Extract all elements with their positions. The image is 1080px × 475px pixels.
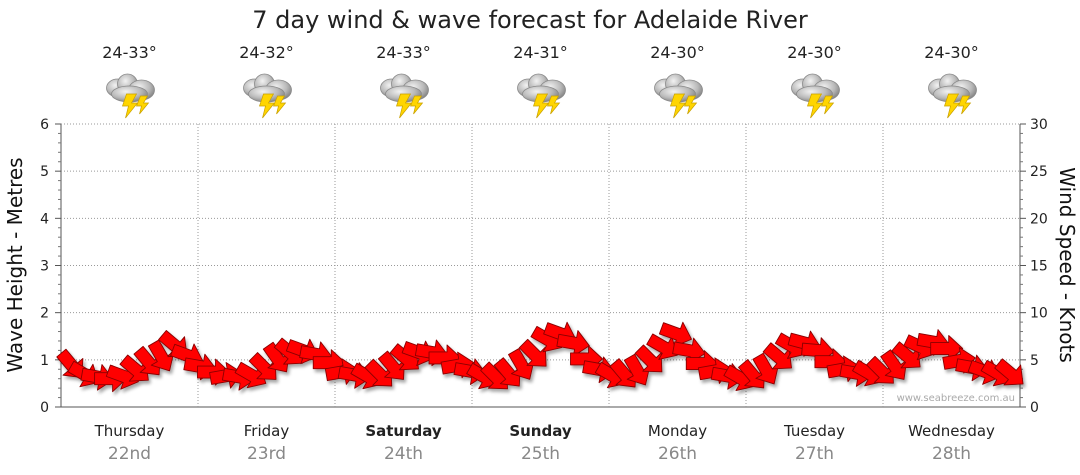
day-name-label: Wednesday bbox=[908, 422, 995, 440]
left-tick-label: 3 bbox=[40, 259, 49, 275]
left-tick-label: 1 bbox=[40, 353, 49, 369]
day-temperature: 24-30° bbox=[650, 43, 705, 62]
wind-arrow bbox=[248, 352, 277, 380]
day-date-label: 25th bbox=[521, 444, 560, 464]
wind-arrow bbox=[262, 341, 290, 373]
wind-arrow bbox=[994, 358, 1024, 386]
left-tick-label: 2 bbox=[40, 306, 49, 322]
wind-arrow bbox=[762, 342, 792, 370]
day-name-label: Monday bbox=[648, 422, 707, 440]
right-axis-label: Wind Speed - Knots bbox=[1055, 167, 1079, 363]
thunderstorm-icon bbox=[928, 73, 977, 119]
left-axis-label: Wave Height - Metres bbox=[3, 157, 27, 372]
day-name-label: Friday bbox=[244, 422, 290, 440]
day-temperature: 24-32° bbox=[239, 43, 294, 62]
wind-arrow bbox=[119, 354, 149, 382]
wind-arrow bbox=[880, 349, 908, 380]
right-tick-label: 25 bbox=[1030, 164, 1048, 180]
watermark: www.seabreeze.com.au bbox=[897, 393, 1015, 404]
left-tick-label: 0 bbox=[40, 400, 49, 416]
day-temperature: 24-33° bbox=[102, 43, 157, 62]
day-temperature: 24-30° bbox=[924, 43, 979, 62]
day-date-label: 22nd bbox=[108, 444, 151, 464]
day-date-label: 27th bbox=[795, 444, 834, 464]
day-date-label: 24th bbox=[384, 444, 423, 464]
day-date-label: 28th bbox=[932, 444, 971, 464]
day-date-label: 26th bbox=[658, 444, 697, 464]
right-tick-label: 5 bbox=[1030, 353, 1039, 369]
left-tick-label: 6 bbox=[40, 117, 49, 133]
left-axis: 0 1 2 3 4 5 6 bbox=[40, 117, 61, 416]
wind-arrows bbox=[56, 321, 1024, 393]
thunderstorm-icon bbox=[654, 73, 703, 119]
day-name-label: Sunday bbox=[509, 422, 572, 440]
wind-arrow bbox=[646, 333, 678, 360]
day-temperature: 24-33° bbox=[376, 43, 431, 62]
wind-arrow bbox=[234, 361, 267, 389]
right-tick-label: 15 bbox=[1030, 259, 1048, 275]
day-temperature: 24-31° bbox=[513, 43, 568, 62]
day-headers: 24-33° 24-32° 24-33° 24-31° 24-30° 24-30° 24-3… bbox=[102, 43, 979, 119]
right-axis: 0 5 10 15 20 25 30 bbox=[1020, 117, 1048, 416]
thunderstorm-icon bbox=[243, 73, 292, 119]
thunderstorm-icon bbox=[380, 73, 429, 119]
right-tick-label: 10 bbox=[1030, 306, 1048, 322]
thunderstorm-icon bbox=[791, 73, 840, 119]
day-labels: Thursday 22nd Friday 23rd Saturday 24th Sunday… bbox=[94, 422, 995, 464]
grid-lines bbox=[61, 123, 1020, 407]
day-name-label: Tuesday bbox=[783, 422, 845, 440]
thunderstorm-icon bbox=[517, 73, 566, 119]
wind-arrow bbox=[634, 344, 663, 373]
right-tick-label: 0 bbox=[1030, 400, 1039, 416]
day-name-label: Saturday bbox=[365, 422, 442, 440]
left-tick-label: 4 bbox=[40, 211, 49, 227]
wind-arrow bbox=[518, 338, 547, 367]
right-tick-label: 30 bbox=[1030, 117, 1048, 133]
thunderstorm-icon bbox=[106, 73, 155, 119]
chart-title: 7 day wind & wave forecast for Adelaide … bbox=[252, 6, 808, 34]
wind-arrow bbox=[364, 358, 393, 387]
day-temperature: 24-30° bbox=[787, 43, 842, 62]
day-name-label: Thursday bbox=[94, 422, 165, 440]
right-tick-label: 20 bbox=[1030, 211, 1048, 227]
left-tick-label: 5 bbox=[40, 164, 49, 180]
day-date-label: 23rd bbox=[247, 444, 286, 464]
wind-arrow bbox=[556, 330, 590, 357]
wind-arrow bbox=[891, 341, 921, 369]
wind-arrow bbox=[377, 350, 405, 380]
